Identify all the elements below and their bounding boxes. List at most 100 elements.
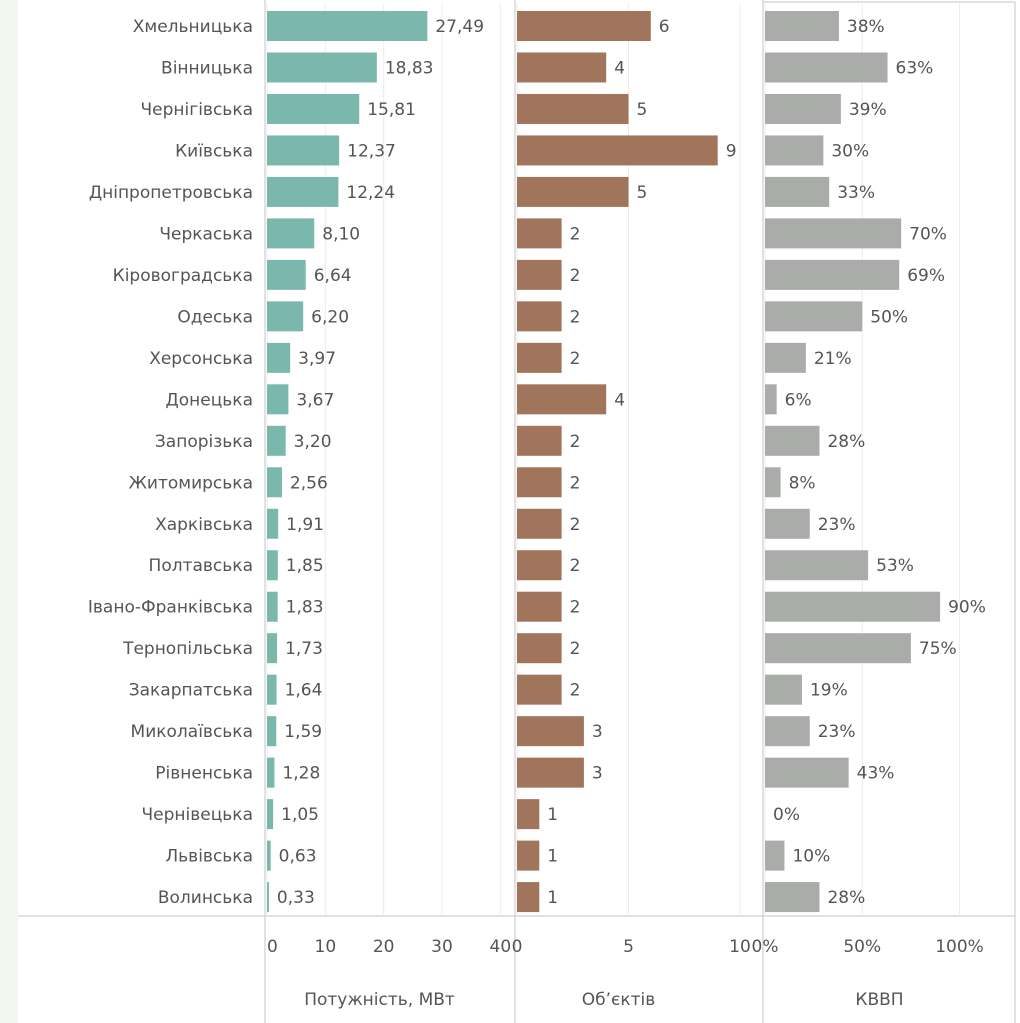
bar bbox=[765, 467, 781, 498]
bar bbox=[267, 259, 306, 290]
bar bbox=[517, 135, 718, 166]
x-tick-label: 10 bbox=[315, 937, 337, 957]
bar bbox=[765, 550, 869, 581]
category-label: Харківська bbox=[155, 515, 253, 535]
category-label: Черкаська bbox=[159, 224, 253, 244]
category-label: Донецька bbox=[165, 390, 253, 410]
bar bbox=[267, 176, 339, 207]
bar bbox=[517, 11, 651, 41]
bar bbox=[267, 591, 278, 622]
data-label: 3 bbox=[592, 764, 603, 784]
data-label: 18,83 bbox=[385, 58, 434, 78]
data-label: 38% bbox=[847, 17, 885, 37]
bar bbox=[765, 425, 820, 456]
data-label: 2 bbox=[570, 639, 581, 659]
x-tick-label: 0% bbox=[752, 937, 779, 957]
data-label: 50% bbox=[870, 307, 908, 327]
data-label: 4 bbox=[614, 58, 625, 78]
data-label: 4 bbox=[614, 390, 625, 410]
bar bbox=[267, 633, 278, 664]
bar bbox=[765, 52, 888, 83]
category-label: Кіровоградська bbox=[113, 266, 253, 286]
data-label: 10% bbox=[792, 847, 830, 867]
bar bbox=[517, 716, 584, 747]
data-label: 1,91 bbox=[286, 515, 324, 535]
axis-title: Потужність, МВт bbox=[304, 990, 455, 1010]
data-label: 2 bbox=[570, 598, 581, 618]
data-label: 23% bbox=[818, 515, 856, 535]
data-label: 2 bbox=[570, 266, 581, 286]
data-label: 1 bbox=[547, 847, 558, 867]
bar bbox=[517, 757, 584, 788]
bar bbox=[765, 176, 830, 207]
category-label: Чернівецька bbox=[142, 805, 254, 825]
data-label: 70% bbox=[909, 224, 947, 244]
bar bbox=[267, 93, 360, 124]
x-tick-label: 40 bbox=[490, 937, 512, 957]
category-label: Київська bbox=[175, 141, 253, 161]
category-label: Вінницька bbox=[161, 58, 253, 78]
data-label: 63% bbox=[896, 58, 934, 78]
data-label: 39% bbox=[849, 100, 887, 120]
category-label: Закарпатська bbox=[129, 681, 253, 701]
bar bbox=[765, 135, 824, 166]
bar bbox=[765, 757, 849, 788]
bar bbox=[267, 218, 315, 249]
category-label: Чернігівська bbox=[141, 100, 253, 120]
bar bbox=[765, 384, 777, 415]
data-label: 8% bbox=[789, 473, 816, 493]
bar bbox=[517, 508, 562, 539]
data-label: 0% bbox=[773, 805, 800, 825]
bar bbox=[765, 508, 810, 539]
data-label: 12,24 bbox=[346, 183, 395, 203]
bar bbox=[267, 342, 291, 373]
data-label: 2 bbox=[570, 432, 581, 452]
bar bbox=[765, 93, 841, 124]
x-tick-label: 0 bbox=[267, 937, 278, 957]
data-label: 2,56 bbox=[290, 473, 328, 493]
data-label: 69% bbox=[907, 266, 945, 286]
data-label: 1,05 bbox=[281, 805, 319, 825]
data-label: 28% bbox=[827, 432, 865, 452]
bar bbox=[517, 467, 562, 498]
data-label: 90% bbox=[948, 598, 986, 618]
bar bbox=[517, 840, 540, 871]
bar bbox=[765, 716, 810, 747]
data-label: 21% bbox=[814, 349, 852, 369]
data-label: 1 bbox=[547, 888, 558, 908]
data-label: 2 bbox=[570, 515, 581, 535]
category-label: Івано-Франківська bbox=[88, 598, 253, 618]
data-label: 2 bbox=[570, 681, 581, 701]
category-label: Херсонська bbox=[149, 349, 253, 369]
data-label: 6 bbox=[659, 17, 670, 37]
data-label: 2 bbox=[570, 307, 581, 327]
data-label: 1,83 bbox=[286, 598, 324, 618]
data-label: 5 bbox=[637, 183, 648, 203]
data-label: 3 bbox=[592, 722, 603, 742]
bar bbox=[517, 93, 629, 124]
bar bbox=[765, 591, 941, 622]
bar bbox=[765, 11, 839, 41]
data-label: 1 bbox=[547, 805, 558, 825]
data-label: 2 bbox=[570, 349, 581, 369]
bar bbox=[517, 633, 562, 664]
bar bbox=[517, 301, 562, 332]
bar bbox=[267, 52, 377, 83]
bar bbox=[517, 218, 562, 249]
data-label: 28% bbox=[827, 888, 865, 908]
bar bbox=[267, 882, 269, 913]
category-label: Хмельницька bbox=[133, 17, 253, 37]
data-label: 2 bbox=[570, 473, 581, 493]
bar bbox=[267, 11, 428, 41]
bar bbox=[517, 591, 562, 622]
data-label: 3,67 bbox=[296, 390, 334, 410]
bar bbox=[517, 425, 562, 456]
category-label: Рівненська bbox=[155, 764, 253, 784]
x-tick-label: 100% bbox=[935, 937, 984, 957]
bar bbox=[267, 840, 271, 871]
bar bbox=[765, 674, 802, 705]
category-label: Одеська bbox=[177, 307, 253, 327]
data-label: 2 bbox=[570, 224, 581, 244]
bar bbox=[267, 716, 277, 747]
